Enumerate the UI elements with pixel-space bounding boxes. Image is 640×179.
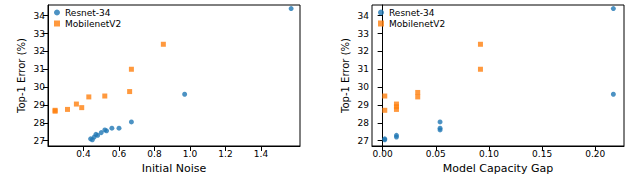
svg-text:31: 31	[358, 64, 369, 74]
svg-text:28: 28	[358, 118, 370, 128]
svg-text:30: 30	[34, 82, 46, 92]
svg-text:0.00: 0.00	[373, 149, 393, 159]
svg-text:Model Capacity Gap: Model Capacity Gap	[443, 162, 553, 175]
svg-text:0.8: 0.8	[147, 149, 162, 159]
svg-text:29: 29	[34, 100, 46, 110]
svg-text:0.15: 0.15	[532, 149, 552, 159]
svg-text:30: 30	[358, 82, 370, 92]
svg-text:1.2: 1.2	[218, 149, 232, 159]
svg-text:33: 33	[358, 29, 369, 39]
svg-text:34: 34	[34, 11, 46, 21]
svg-text:Initial Noise: Initial Noise	[142, 162, 207, 175]
svg-text:MobilenetV2: MobilenetV2	[389, 19, 445, 29]
svg-text:0.20: 0.20	[585, 149, 605, 159]
svg-text:1.4: 1.4	[254, 149, 269, 159]
svg-text:MobilenetV2: MobilenetV2	[65, 19, 121, 29]
svg-text:0.6: 0.6	[112, 149, 127, 159]
svg-text:0.10: 0.10	[479, 149, 499, 159]
svg-text:0.05: 0.05	[426, 149, 446, 159]
svg-text:0.4: 0.4	[76, 149, 91, 159]
svg-text:33: 33	[34, 29, 45, 39]
svg-text:Top-1 Error (%): Top-1 Error (%)	[340, 38, 351, 114]
svg-text:1.0: 1.0	[183, 149, 198, 159]
svg-text:32: 32	[358, 46, 369, 56]
svg-text:29: 29	[358, 100, 370, 110]
svg-text:31: 31	[34, 64, 45, 74]
svg-text:27: 27	[358, 136, 369, 146]
svg-text:Resnet-34: Resnet-34	[389, 8, 435, 18]
svg-text:Resnet-34: Resnet-34	[65, 8, 111, 18]
svg-text:34: 34	[358, 11, 370, 21]
svg-text:28: 28	[34, 118, 46, 128]
svg-text:Top-1 Error (%): Top-1 Error (%)	[16, 38, 27, 114]
svg-text:32: 32	[34, 46, 45, 56]
svg-text:27: 27	[34, 136, 45, 146]
